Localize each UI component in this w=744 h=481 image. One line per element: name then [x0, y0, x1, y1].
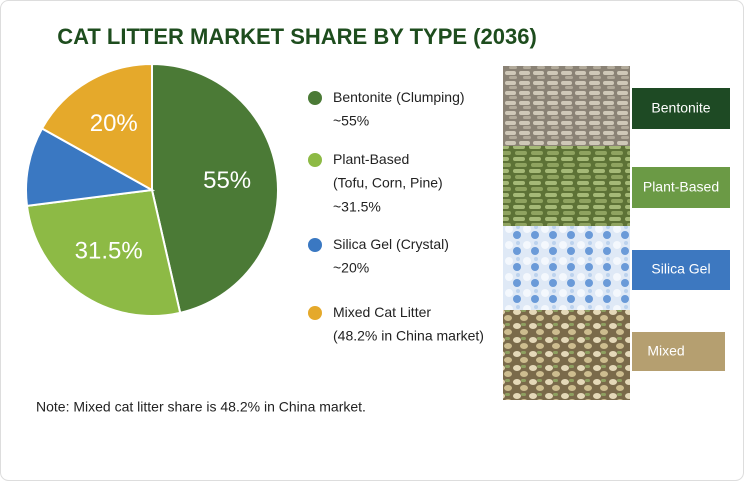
texture-panel: Bentonite Plant-Based Silica Gel Mixed — [503, 66, 730, 400]
legend-name: Silica Gel — [333, 236, 392, 252]
label-box — [632, 88, 730, 129]
panel-label: Silica Gel — [651, 261, 710, 277]
slice-label: 31.5% — [75, 237, 143, 264]
plant-image — [503, 146, 630, 226]
legend-dot — [308, 91, 322, 105]
panel-label: Mixed — [647, 343, 684, 359]
legend: Bentonite (Clumping) ~55% Plant-Based (Tofu… — [308, 89, 484, 344]
slice-label: 20% — [90, 110, 138, 137]
legend-name: Mixed Cat Litter — [333, 304, 431, 320]
legend-entry: Bentonite (Clumping) — [333, 89, 465, 105]
legend-share: ~55% — [333, 113, 369, 129]
mixed-image — [503, 310, 630, 400]
silica-image — [503, 226, 630, 310]
pie: 55% 31.5% 20% — [25, 62, 279, 317]
legend-dot — [308, 306, 322, 320]
bentonite-image — [503, 66, 630, 146]
legend-entry: Plant-Based — [333, 151, 409, 167]
legend-detail: (Clumping) — [396, 89, 464, 105]
pie-slice — [40, 62, 153, 192]
legend-detail: (Tofu, Corn, Pine) — [333, 175, 443, 191]
legend-entry: Mixed Cat Litter — [333, 304, 431, 320]
label-box — [632, 332, 725, 371]
panel-label: Plant-Based — [643, 179, 719, 195]
legend-detail: (48.2% in China market) — [333, 328, 484, 344]
legend-entry: Silica Gel (Crystal) — [333, 236, 449, 252]
label-box — [632, 250, 730, 290]
label-box — [632, 167, 730, 208]
legend-share: ~31.5% — [333, 199, 381, 215]
chart-title: CAT LITTER MARKET SHARE BY TYPE (2036) — [57, 24, 537, 49]
slice-label: 55% — [203, 167, 251, 194]
panel-label: Bentonite — [651, 100, 710, 116]
legend-dot — [308, 153, 322, 167]
note: Note: Mixed cat litter share is 48.2% in… — [36, 399, 366, 415]
legend-dot — [308, 238, 322, 252]
legend-name: Plant-Based — [333, 151, 409, 167]
legend-detail: (Crystal) — [396, 236, 449, 252]
legend-share: ~20% — [333, 260, 369, 276]
pie-slice — [25, 188, 182, 317]
pie-slice — [151, 62, 279, 315]
pie-slice — [25, 127, 156, 207]
legend-name: Bentonite — [333, 89, 392, 105]
